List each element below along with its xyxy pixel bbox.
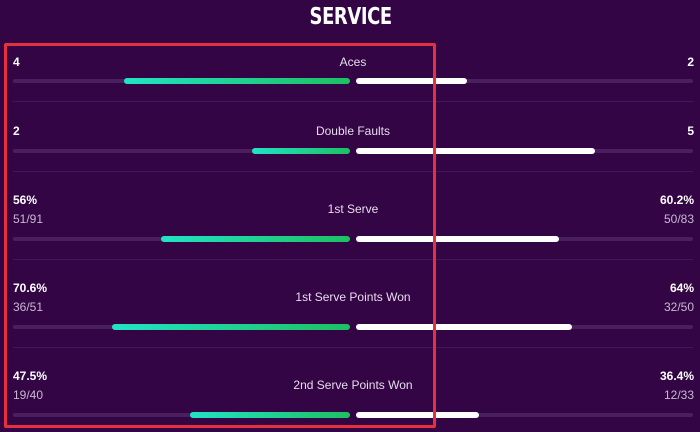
section-title: SERVICE [309,4,393,30]
stat-label: 2nd Serve Points Won [293,378,413,392]
left-sub-value: 51/91 [13,212,44,226]
stat-label: Double Faults [315,124,391,138]
left-value: 47.5% [13,369,48,383]
left-sub-value: 36/51 [13,300,44,314]
left-value: 4 [13,55,20,69]
stat-label: Aces [339,55,367,69]
right-bar [356,236,559,242]
left-value: 56% [13,193,38,207]
row-divider [13,347,693,348]
right-value: 60.2% [659,193,694,207]
left-bar [124,78,350,84]
stat-label: 1st Serve [327,202,379,216]
left-track [13,413,350,417]
right-bar [356,148,595,154]
right-value: 5 [687,124,694,138]
left-sub-value: 19/40 [13,388,44,402]
right-sub-value: 12/33 [663,388,694,402]
right-value: 2 [687,55,694,69]
left-value: 70.6% [13,281,48,295]
right-track [356,413,693,417]
row-divider [13,171,693,172]
row-divider [13,101,693,102]
left-value: 2 [13,124,20,138]
stat-label: 1st Serve Points Won [295,290,411,304]
right-bar [356,324,572,330]
right-bar [356,78,467,84]
left-bar [112,324,350,330]
left-track [13,149,350,153]
left-bar [161,236,350,242]
right-sub-value: 50/83 [663,212,694,226]
left-bar [252,148,350,154]
right-bar [356,412,479,418]
right-track [356,79,693,83]
left-bar [190,412,350,418]
right-value: 64% [669,281,694,295]
right-value: 36.4% [659,369,694,383]
row-divider [13,259,693,260]
right-sub-value: 32/50 [663,300,694,314]
